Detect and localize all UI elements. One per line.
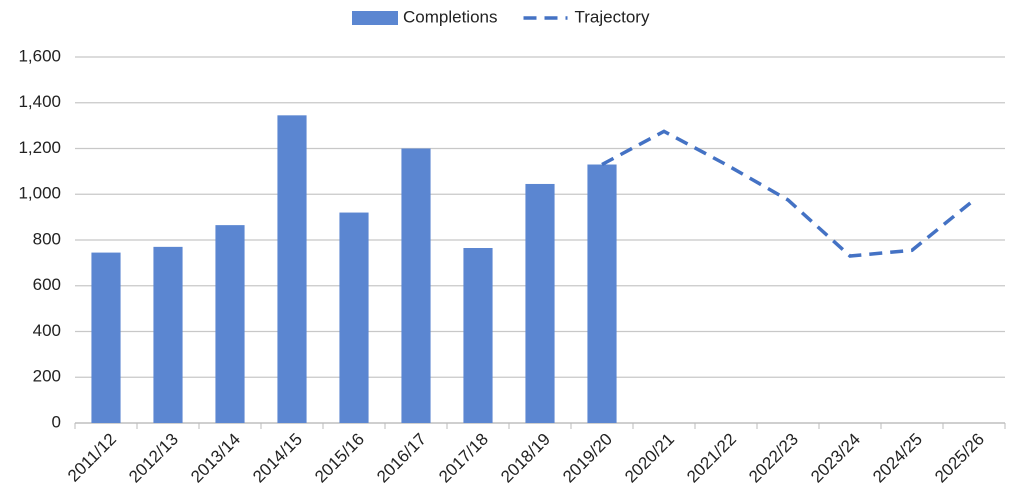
y-tick-label: 200 (33, 367, 61, 386)
x-tick-label: 2025/26 (931, 430, 988, 487)
y-tick-label: 600 (33, 275, 61, 294)
bar (587, 164, 617, 423)
y-tick-label: 1,200 (18, 138, 61, 157)
x-tick-label: 2022/23 (745, 430, 802, 487)
bar (215, 225, 245, 423)
legend-swatch (352, 11, 398, 25)
x-tick-label: 2017/18 (435, 430, 492, 487)
x-tick-label: 2015/16 (311, 430, 368, 487)
x-tick-label: 2013/14 (187, 430, 244, 487)
x-tick-label: 2020/21 (621, 430, 678, 487)
bar (153, 246, 183, 423)
x-tick-label: 2014/15 (249, 430, 306, 487)
bar (401, 148, 431, 423)
y-tick-label: 800 (33, 229, 61, 248)
x-tick-label: 2024/25 (869, 430, 926, 487)
y-tick-label: 0 (52, 412, 61, 431)
bar (91, 252, 121, 423)
bar (339, 212, 369, 423)
legend-label: Completions (403, 7, 498, 26)
x-tick-label: 2012/13 (125, 430, 182, 487)
legend-label: Trajectory (575, 7, 650, 26)
bar (525, 183, 555, 423)
x-tick-label: 2018/19 (497, 430, 554, 487)
bar (463, 248, 493, 423)
x-tick-label: 2021/22 (683, 430, 740, 487)
x-tick-label: 2011/12 (64, 430, 120, 486)
y-tick-label: 1,600 (18, 46, 61, 65)
y-tick-label: 400 (33, 321, 61, 340)
x-tick-label: 2019/20 (559, 430, 616, 487)
y-tick-label: 1,000 (18, 184, 61, 203)
x-tick-label: 2023/24 (807, 430, 864, 487)
trajectory-line (601, 129, 976, 258)
bar (277, 115, 307, 424)
y-tick-label: 1,400 (18, 92, 61, 111)
x-tick-label: 2016/17 (373, 430, 430, 487)
